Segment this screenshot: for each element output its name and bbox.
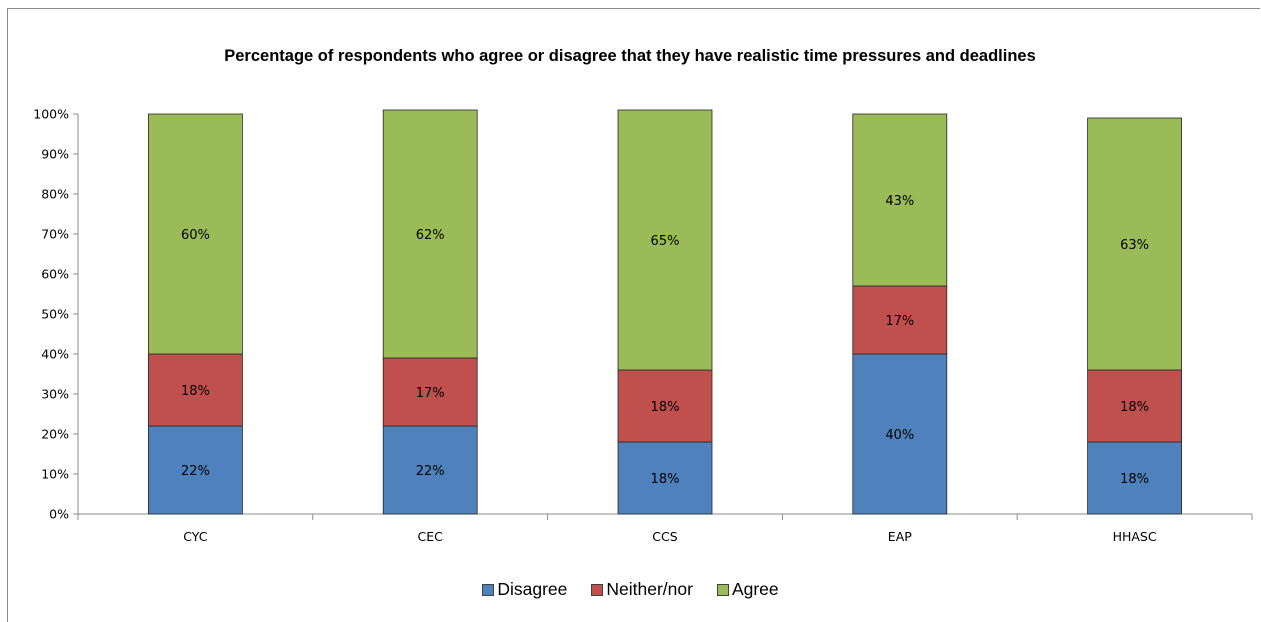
- bar-disagree-ccs: [617, 441, 713, 515]
- data-label: 17%: [885, 314, 914, 329]
- bar-agree-cec: [382, 109, 478, 359]
- y-tick-label: 10%: [41, 467, 69, 482]
- bar-disagree-cyc: [147, 425, 243, 515]
- legend-swatch-agree: [716, 583, 729, 596]
- y-tick-label: 0%: [49, 507, 69, 522]
- data-label: 40%: [885, 428, 914, 443]
- x-tick-label: CYC: [183, 529, 207, 544]
- legend-label-disagree: Disagree: [497, 579, 568, 599]
- y-tick-label: 90%: [41, 147, 69, 162]
- y-tick-label: 40%: [41, 347, 69, 362]
- data-label: 18%: [651, 472, 680, 487]
- bar-neither-nor-cec: [382, 357, 478, 427]
- y-tick-label: 60%: [41, 267, 69, 282]
- data-label: 17%: [416, 386, 445, 401]
- bar-neither-nor-eap: [852, 285, 948, 355]
- legend-item-neither: Neither/nor: [591, 579, 693, 600]
- bar-agree-hhasc: [1087, 117, 1182, 371]
- legend-swatch-neither: [591, 583, 604, 596]
- y-tick-label: 50%: [41, 307, 69, 322]
- chart-frame: [7, 8, 1260, 622]
- data-label: 60%: [181, 228, 210, 243]
- data-label: 65%: [651, 234, 680, 249]
- data-label: 22%: [416, 464, 445, 479]
- legend-label-agree: Agree: [731, 579, 779, 599]
- chart-legend: Disagree Neither/nor Agree: [0, 579, 1261, 600]
- bar-disagree-hhasc: [1087, 441, 1182, 515]
- bar-agree-ccs: [617, 109, 713, 371]
- data-label: 18%: [1120, 400, 1149, 415]
- y-tick-label: 100%: [33, 107, 69, 122]
- bar-disagree-cec: [382, 425, 478, 515]
- bar-neither-nor-ccs: [617, 369, 713, 443]
- x-tick-label: EAP: [888, 529, 912, 544]
- y-tick-label: 80%: [41, 187, 69, 202]
- data-label: 22%: [181, 464, 210, 479]
- legend-swatch-disagree: [482, 583, 495, 596]
- legend-item-agree: Agree: [716, 579, 779, 600]
- bar-neither-nor-cyc: [147, 353, 243, 427]
- y-tick-label: 20%: [41, 427, 69, 442]
- data-label: 63%: [1120, 238, 1149, 253]
- x-tick-label: CEC: [418, 529, 444, 544]
- data-label: 18%: [1120, 472, 1149, 487]
- data-label: 18%: [181, 384, 210, 399]
- bar-disagree-eap: [852, 353, 948, 515]
- y-tick-label: 30%: [41, 387, 69, 402]
- data-label: 43%: [885, 194, 914, 209]
- x-tick-label: HHASC: [1113, 529, 1157, 544]
- data-label: 62%: [416, 228, 445, 243]
- legend-item-disagree: Disagree: [482, 579, 567, 600]
- x-tick-label: CCS: [652, 529, 677, 544]
- bar-agree-cyc: [147, 113, 243, 355]
- data-label: 18%: [651, 400, 680, 415]
- y-tick-label: 70%: [41, 227, 69, 242]
- chart-title: Percentage of respondents who agree or d…: [224, 47, 1036, 65]
- bar-agree-eap: [852, 113, 948, 287]
- bar-neither-nor-hhasc: [1087, 369, 1182, 443]
- legend-label-neither: Neither/nor: [606, 579, 693, 599]
